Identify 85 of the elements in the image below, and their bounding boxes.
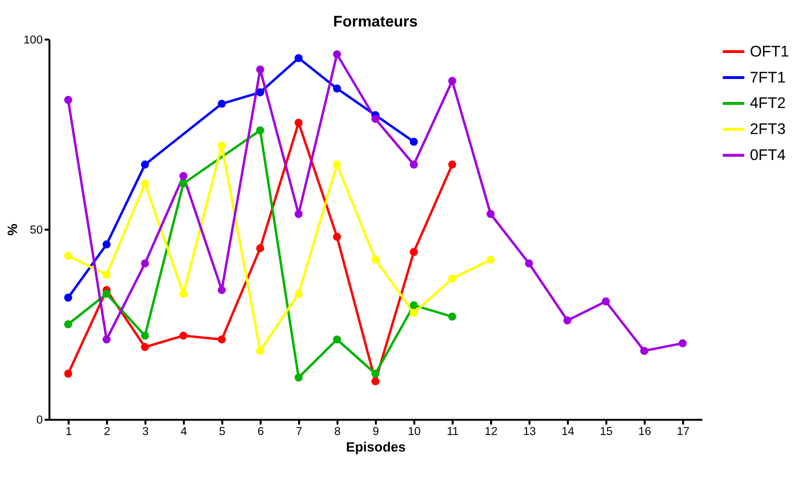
point	[563, 316, 572, 324]
point	[294, 54, 303, 62]
point	[448, 160, 456, 169]
point	[102, 270, 111, 279]
point	[218, 100, 226, 108]
x-tick-label: 8	[334, 426, 341, 438]
point	[410, 248, 418, 256]
chart-title: Formateurs	[333, 14, 418, 31]
x-tick-label: 11	[446, 426, 459, 438]
point	[371, 377, 380, 386]
x-tick-label: 10	[408, 426, 421, 438]
point	[102, 240, 111, 248]
point	[332, 84, 342, 93]
x-tick-label: 12	[484, 426, 498, 438]
x-tick-label: 14	[561, 426, 575, 438]
point	[332, 232, 342, 241]
point	[256, 88, 264, 96]
x-tick-label: 3	[142, 426, 149, 438]
point	[179, 332, 188, 340]
x-tick-label: 16	[638, 426, 652, 438]
point	[410, 160, 418, 169]
point	[410, 301, 418, 310]
point	[140, 343, 149, 352]
x-tick-label: 5	[219, 426, 226, 438]
point	[64, 320, 72, 328]
point	[140, 180, 149, 188]
legend-label: 2FT3	[750, 121, 786, 138]
point	[256, 244, 264, 252]
point	[371, 114, 380, 123]
y-tick-label: 0	[36, 414, 43, 427]
point	[640, 346, 648, 355]
point	[524, 259, 534, 268]
point	[218, 335, 226, 344]
x-tick-label: 2	[104, 426, 110, 438]
point	[486, 256, 495, 264]
point	[256, 126, 264, 134]
point	[64, 96, 72, 104]
point	[179, 172, 188, 180]
point	[64, 370, 72, 378]
y-tick-label: 100	[24, 34, 43, 46]
legend-label: 0FT4	[750, 147, 786, 164]
point	[256, 346, 264, 355]
point	[332, 50, 342, 58]
y-tick-label: 50	[30, 224, 43, 237]
point	[448, 274, 456, 283]
point	[678, 339, 687, 348]
x-tick-label: 4	[180, 426, 188, 438]
point	[102, 335, 111, 344]
point	[294, 373, 303, 382]
point	[140, 332, 149, 340]
x-tick-label: 1	[65, 426, 72, 438]
legend-label: 4FT2	[750, 95, 786, 112]
point	[410, 138, 418, 146]
y-axis-title: %	[4, 224, 20, 236]
point	[140, 160, 149, 169]
point	[218, 286, 226, 294]
point	[179, 180, 188, 188]
x-tick-label: 13	[523, 426, 536, 438]
point	[448, 312, 456, 321]
point	[64, 294, 72, 302]
point	[294, 118, 303, 127]
point	[371, 370, 380, 378]
x-tick-label: 9	[372, 426, 380, 438]
point	[256, 66, 264, 74]
point	[140, 259, 149, 268]
point	[332, 160, 342, 169]
point	[102, 290, 111, 298]
legend-label: 7FT1	[750, 69, 786, 86]
point	[371, 256, 380, 264]
point	[294, 210, 303, 218]
x-tick-label: 7	[296, 426, 302, 438]
point	[410, 308, 418, 317]
point	[294, 290, 303, 298]
legend-label: OFT1	[750, 43, 790, 60]
point	[602, 297, 610, 306]
point	[64, 252, 72, 260]
point	[179, 290, 188, 298]
x-tick-label: 17	[676, 426, 690, 438]
x-axis-title: Episodes	[346, 439, 406, 454]
point	[218, 142, 226, 150]
x-tick-label: 15	[600, 426, 613, 438]
x-tick-label: 6	[257, 426, 264, 438]
point	[448, 76, 456, 85]
point	[486, 210, 495, 218]
point	[332, 335, 342, 344]
